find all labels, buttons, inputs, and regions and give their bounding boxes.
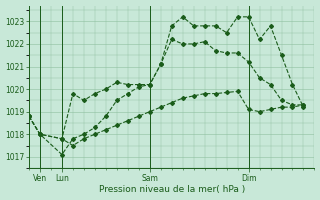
X-axis label: Pression niveau de la mer( hPa ): Pression niveau de la mer( hPa ) (99, 185, 245, 194)
